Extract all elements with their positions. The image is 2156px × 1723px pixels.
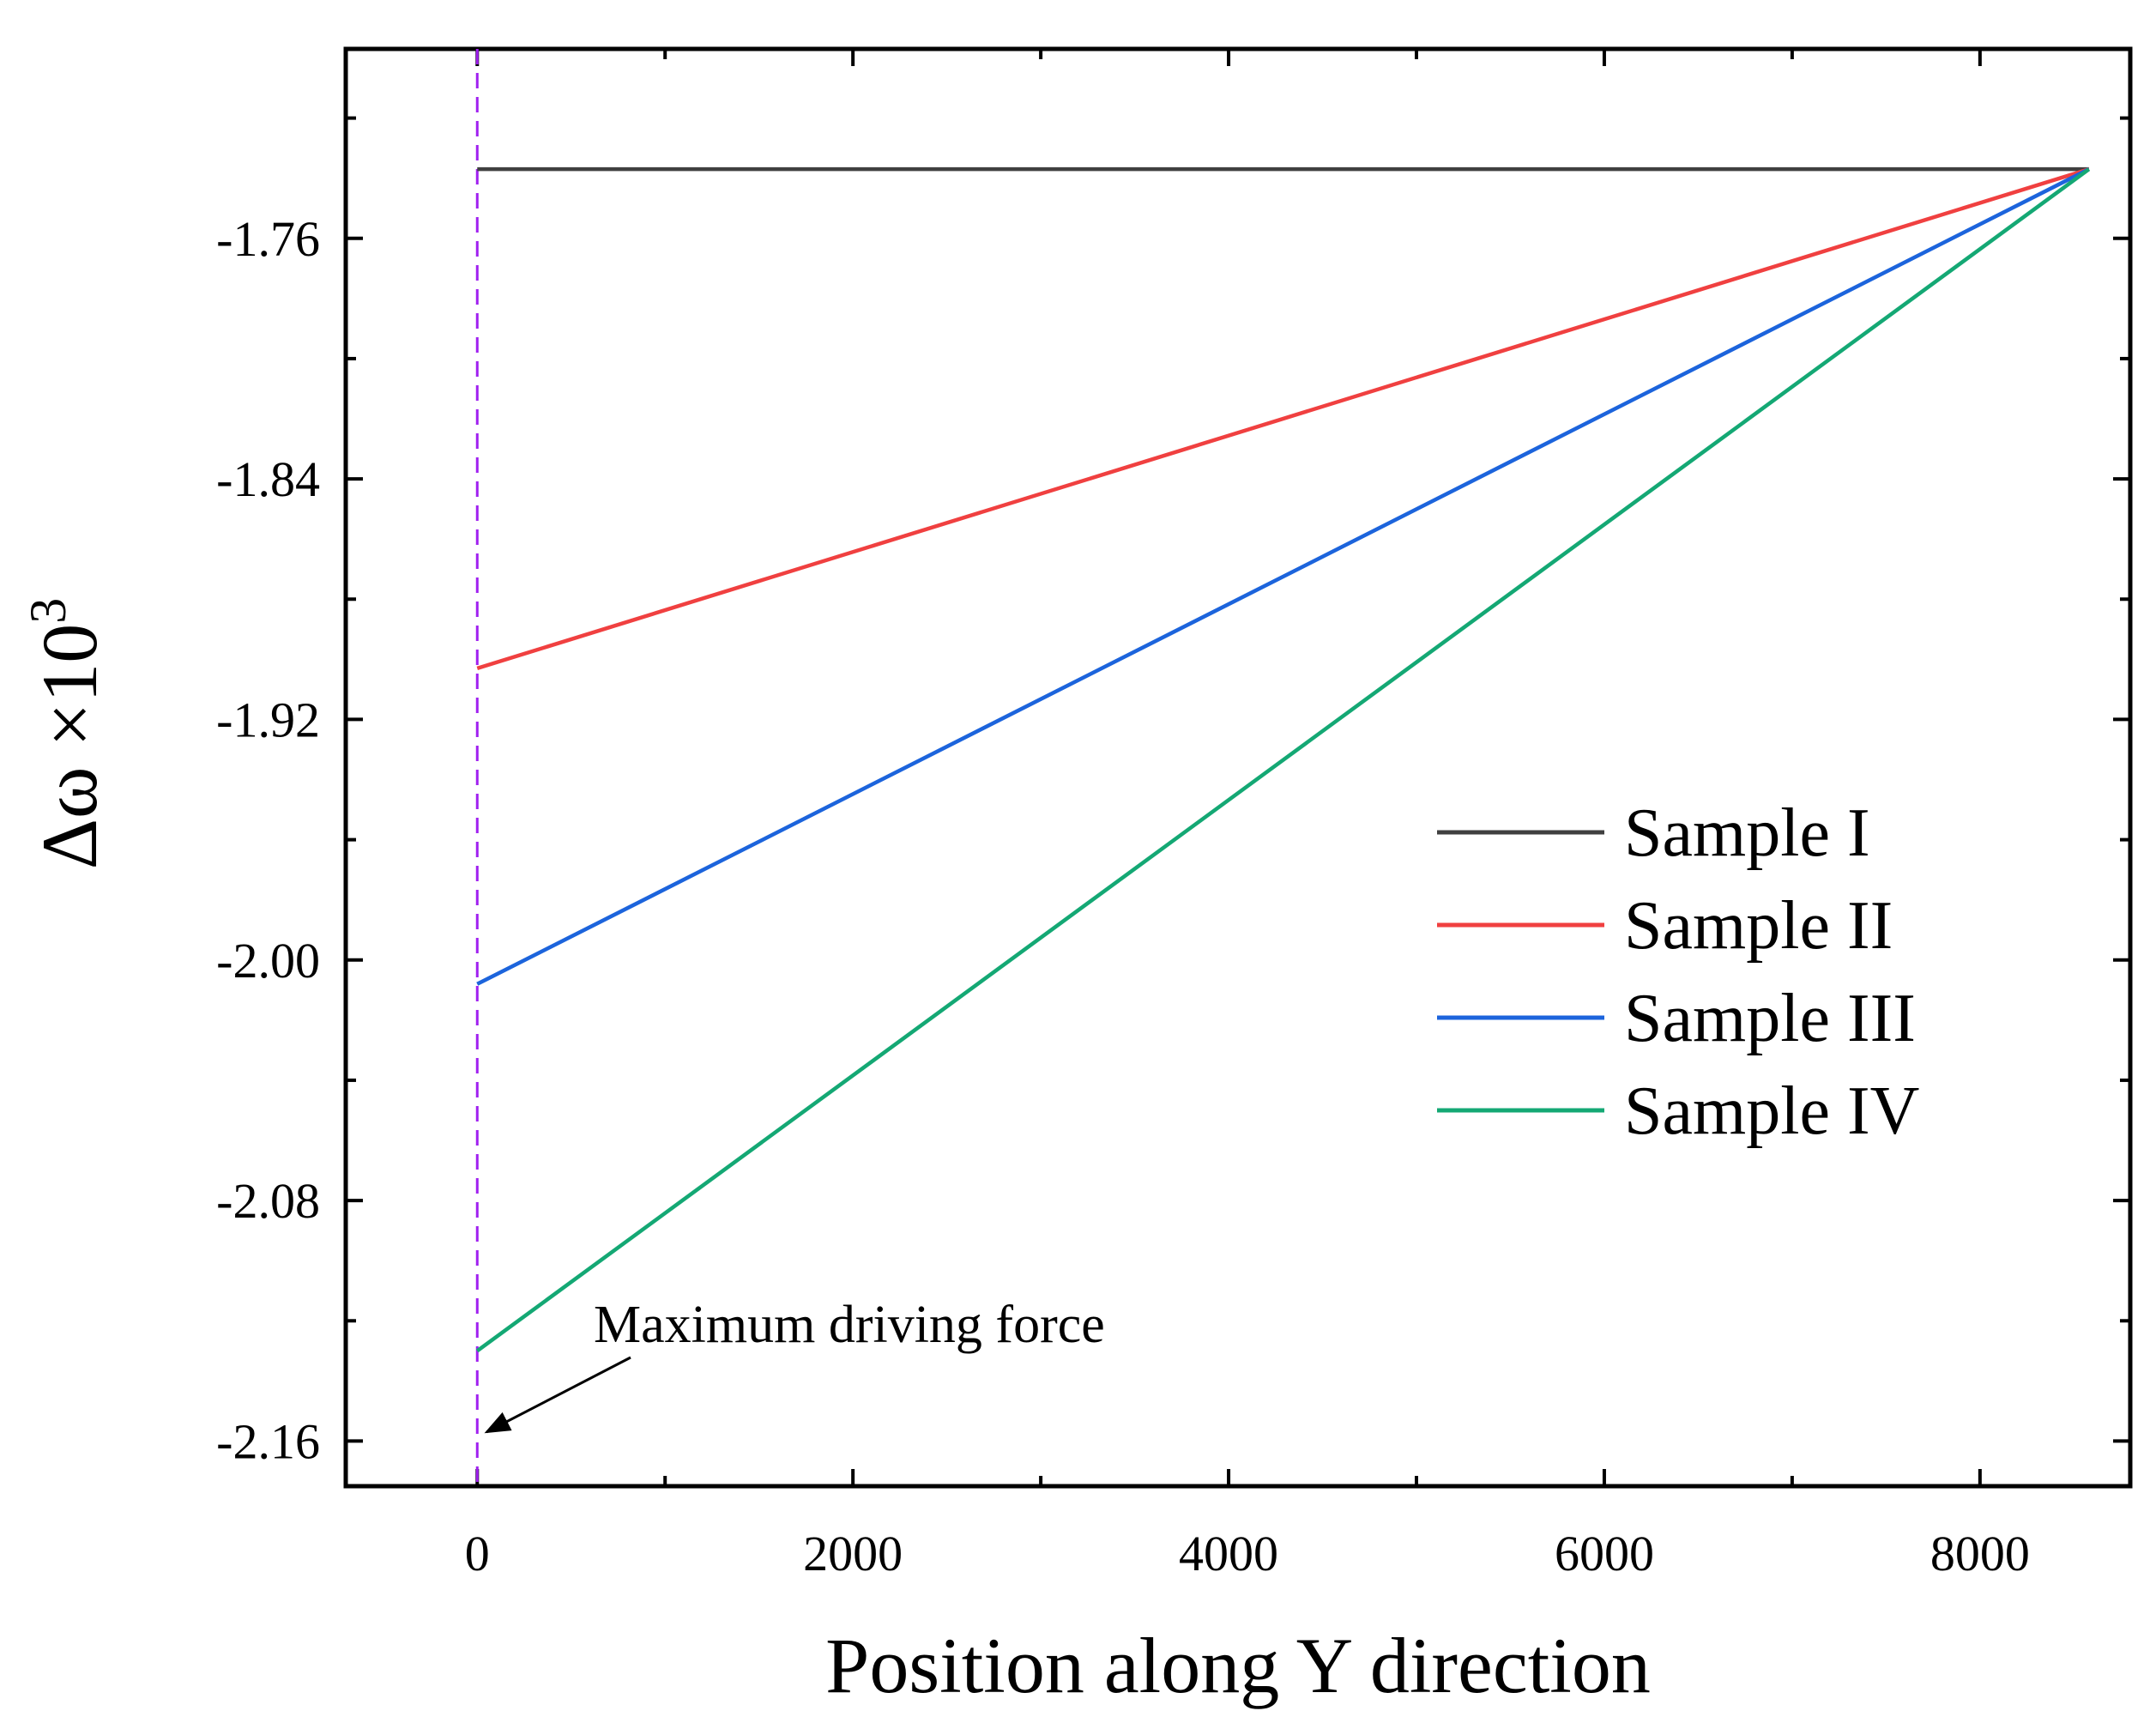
series-line-4: [475, 167, 2091, 1353]
y-tick-label: -2.16: [216, 1413, 320, 1469]
x-tick-label: 0: [465, 1526, 490, 1581]
legend-label-3: Sample III: [1624, 981, 1916, 1056]
legend-label-4: Sample IV: [1624, 1073, 1919, 1149]
y-axis-title: Δω ×103: [20, 598, 113, 870]
y-tick-label: -1.76: [216, 211, 320, 267]
legend-label-2: Sample II: [1624, 888, 1893, 964]
series-line-2: [476, 167, 2090, 671]
legend: Sample I Sample II Sample III Sample IV: [1437, 795, 1919, 1149]
tick-labels: 0 2000 4000 6000 8000 -1.76 -1.84 -1.92 -2.00 -2.…: [216, 211, 2030, 1581]
y-tick-label: -2.00: [216, 933, 320, 988]
x-tick-label: 4000: [1179, 1526, 1278, 1581]
axis-ticks: [346, 49, 2130, 1486]
series-lines: [475, 166, 2091, 1353]
y-tick-label: -1.92: [216, 692, 320, 747]
y-tick-label: -2.08: [216, 1173, 320, 1229]
legend-label-1: Sample I: [1624, 795, 1870, 871]
y-tick-label: -1.84: [216, 451, 320, 507]
annotation-label: Maximum driving force: [594, 1296, 1105, 1354]
x-tick-label: 2000: [803, 1526, 903, 1581]
x-tick-label: 6000: [1555, 1526, 1654, 1581]
series-line-3: [476, 167, 2090, 986]
plot-frame: [343, 46, 2133, 1489]
annotation: Maximum driving force: [484, 1296, 1105, 1434]
x-axis-title: Position along Y direction: [825, 1622, 1651, 1709]
y-axis-title-superscript: 3: [20, 598, 76, 624]
x-tick-label: 8000: [1930, 1526, 2030, 1581]
y-axis-title-main: Δω ×10: [26, 624, 113, 870]
annotation-arrow: [484, 1356, 631, 1434]
